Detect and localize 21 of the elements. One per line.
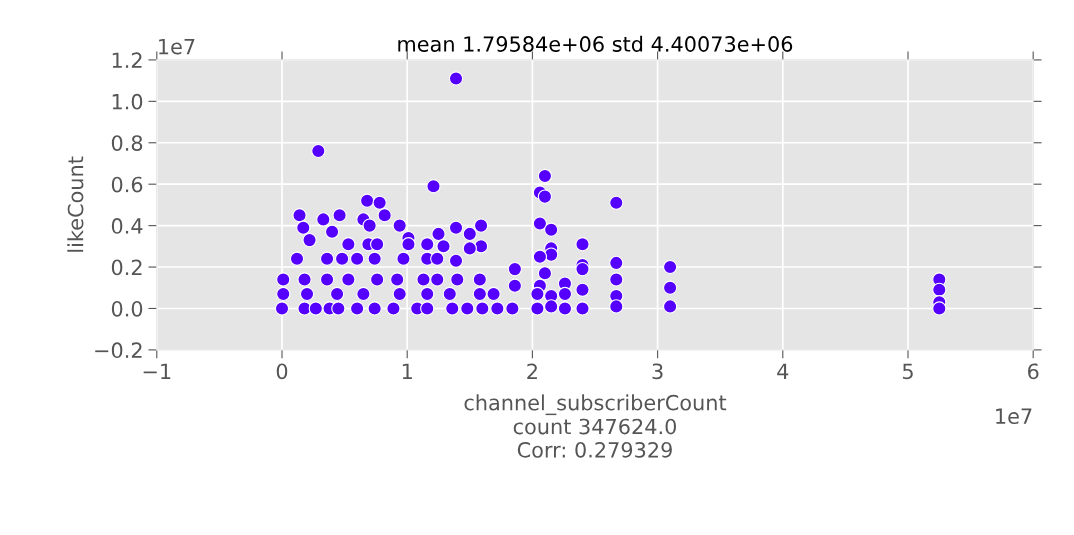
x-tick-label: 1 [402,363,412,379]
text: 1e7 [159,38,195,55]
x-tick-label: −1 [143,363,171,379]
y-axis-title: likeCount [67,156,84,252]
y-tick-label: 0.8 [111,135,143,151]
chart-title: mean 1.79584e+06 std 4.40073e+06 [398,35,793,52]
x-tick-label: 6 [1028,363,1039,380]
x-tick-label: 5 [902,363,913,380]
x-tick-label: 3 [652,363,663,380]
y-tick-label: 1.0 [112,93,143,110]
y-tick-label: 0.0 [111,300,143,317]
y-tick-label: −0.2 [95,342,142,359]
x-tick-label: 0 [276,363,288,380]
x-axis-title: channel_subscriberCount count 347624.0 Corr: 0.279329 [464,394,727,458]
y-tick-label: 1.2 [112,52,142,68]
y-tick-label: 0.2 [111,259,142,276]
y-tick-label: 0.4 [111,218,143,234]
x-tick-label: 2 [527,363,537,379]
x-tick-label: 4 [777,363,789,379]
y-tick-label: 0.6 [111,176,143,193]
text: 1e7 [996,408,1032,425]
